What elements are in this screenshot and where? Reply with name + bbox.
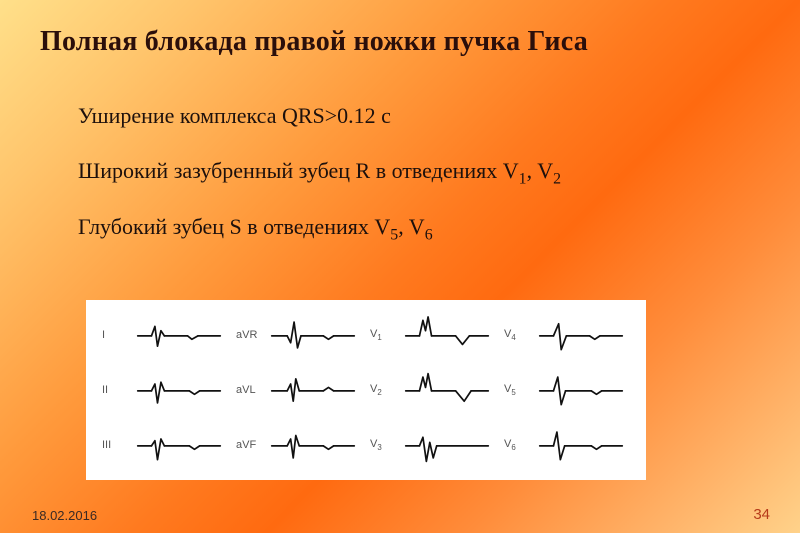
ecg-lead-label: V6 xyxy=(504,438,532,452)
bullet-3-pre: Глубокий зубец S в отведениях V xyxy=(78,214,390,239)
ecg-lead-label: aVL xyxy=(236,384,264,396)
ecg-trace-icon xyxy=(136,313,222,357)
ecg-trace-icon xyxy=(404,423,490,467)
ecg-trace-icon xyxy=(538,313,624,357)
bullet-1: Уширение комплекса QRS>0.12 с xyxy=(78,96,740,137)
ecg-trace-icon xyxy=(538,423,624,467)
footer-date: 18.02.2016 xyxy=(32,508,97,523)
ecg-lead: aVF xyxy=(236,419,362,470)
ecg-lead-label: aVF xyxy=(236,439,264,451)
ecg-lead: V4 xyxy=(504,310,630,361)
ecg-lead: V5 xyxy=(504,365,630,416)
bullet-2-mid: , V xyxy=(527,158,554,183)
slide: Полная блокада правой ножки пучка Гиса У… xyxy=(0,0,800,533)
bullet-2-pre: Широкий зазубренный зубец R в отведениях… xyxy=(78,158,519,183)
ecg-trace-icon xyxy=(404,313,490,357)
ecg-trace-icon xyxy=(404,368,490,412)
ecg-lead: I xyxy=(102,310,228,361)
ecg-lead: aVL xyxy=(236,365,362,416)
bullet-3: Глубокий зубец S в отведениях V5, V6 xyxy=(78,207,740,250)
ecg-lead: II xyxy=(102,365,228,416)
ecg-lead-label: V2 xyxy=(370,383,398,397)
ecg-lead-label: V5 xyxy=(504,383,532,397)
ecg-trace-icon xyxy=(538,368,624,412)
ecg-trace-icon xyxy=(136,423,222,467)
ecg-lead-label: III xyxy=(102,439,130,451)
ecg-panel: IaVR V1 V4 II aVL V2 V5 III aVF V3 V6 xyxy=(86,300,646,480)
ecg-lead: V1 xyxy=(370,310,496,361)
bullet-3-sub1: 5 xyxy=(390,227,398,244)
ecg-lead-label: aVR xyxy=(236,329,264,341)
ecg-lead: V3 xyxy=(370,419,496,470)
bullet-2: Широкий зазубренный зубец R в отведениях… xyxy=(78,151,740,194)
ecg-lead: III xyxy=(102,419,228,470)
ecg-lead: V6 xyxy=(504,419,630,470)
ecg-lead: aVR xyxy=(236,310,362,361)
ecg-lead-label: I xyxy=(102,329,130,341)
page-title: Полная блокада правой ножки пучка Гиса xyxy=(40,26,760,58)
ecg-trace-icon xyxy=(136,368,222,412)
page-number: 34 xyxy=(753,506,770,523)
ecg-trace-icon xyxy=(270,423,356,467)
ecg-lead: V2 xyxy=(370,365,496,416)
bullet-2-sub1: 1 xyxy=(519,170,527,187)
ecg-lead-label: V1 xyxy=(370,328,398,342)
bullet-3-mid: , V xyxy=(398,214,425,239)
ecg-lead-label: V4 xyxy=(504,328,532,342)
bullet-2-sub2: 2 xyxy=(553,170,561,187)
bullets-block: Уширение комплекса QRS>0.12 с Широкий за… xyxy=(78,96,740,264)
bullet-1-text: Уширение комплекса QRS>0.12 с xyxy=(78,103,391,128)
bullet-3-sub2: 6 xyxy=(425,227,433,244)
ecg-lead-label: II xyxy=(102,384,130,396)
ecg-trace-icon xyxy=(270,368,356,412)
ecg-trace-icon xyxy=(270,313,356,357)
ecg-lead-label: V3 xyxy=(370,438,398,452)
